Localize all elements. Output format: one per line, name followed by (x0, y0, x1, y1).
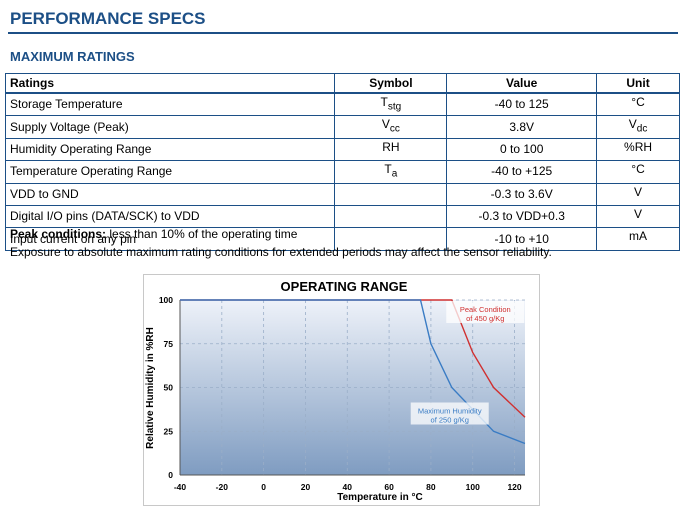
rating-value: 0 to 100 (446, 137, 598, 162)
table-row: Supply Voltage (Peak) Vcc 3.8V Vdc (4, 115, 680, 139)
rating-name: Digital I/O pins (DATA/SCK) to VDD (4, 204, 336, 229)
table-row: Digital I/O pins (DATA/SCK) to VDD -0.3 … (4, 204, 680, 229)
rating-value: -0.3 to VDD+0.3 (446, 204, 598, 229)
rating-value: -0.3 to 3.6V (446, 182, 598, 206)
title-divider (8, 32, 678, 34)
peak-conditions-note: Peak conditions: less than 10% of the op… (10, 227, 297, 241)
rating-unit: Vdc (596, 115, 680, 139)
x-tick-label: 40 (343, 482, 353, 492)
plot-area (180, 300, 525, 475)
rating-symbol (334, 182, 448, 206)
rating-value: -40 to 125 (446, 92, 598, 117)
table-row: Humidity Operating Range RH 0 to 100 %RH (4, 137, 680, 162)
y-tick-label: 100 (159, 295, 173, 305)
rating-symbol: RH (334, 137, 448, 162)
rating-symbol (334, 227, 448, 251)
rating-unit: °C (596, 92, 680, 117)
rating-value: -10 to +10 (446, 227, 598, 251)
y-tick-label: 0 (168, 470, 173, 480)
page-title: PERFORMANCE SPECS (10, 9, 206, 28)
x-axis-label: Temperature in °C (337, 492, 423, 503)
col-header-symbol: Symbol (334, 73, 448, 94)
col-header-value: Value (446, 73, 598, 94)
series-line-1 (180, 299, 526, 445)
operating-range-chart: OPERATING RANGE Peak Condition of 450 g/K… (143, 274, 540, 506)
rating-symbol (334, 204, 448, 229)
x-tick-label: 120 (507, 482, 521, 492)
x-tick-label: 80 (426, 482, 436, 492)
x-tick-label: -40 (174, 482, 187, 492)
rating-name: Storage Temperature (4, 92, 336, 117)
rating-unit: V (596, 204, 680, 229)
x-tick-label: 60 (384, 482, 394, 492)
x-tick-label: 0 (261, 482, 266, 492)
rating-symbol: Ta (334, 160, 448, 184)
series-label: of 250 g/Kg (431, 416, 469, 425)
col-header-ratings: Ratings (4, 73, 336, 94)
series-label: of 450 g/Kg (466, 314, 504, 323)
rating-unit: %RH (596, 137, 680, 162)
exposure-note: Exposure to absolute maximum rating cond… (10, 245, 552, 259)
series-label-bg (446, 301, 525, 323)
peak-conditions-text: less than 10% of the operating time (106, 227, 298, 241)
series-label-bg (410, 402, 489, 425)
rating-name: Temperature Operating Range (4, 160, 336, 184)
section-title: MAXIMUM RATINGS (10, 49, 135, 64)
rating-symbol: Tstg (334, 92, 448, 117)
table-row: Storage Temperature Tstg -40 to 125 °C (4, 92, 680, 117)
ratings-table: Ratings Symbol Value Unit Storage Temper… (4, 73, 680, 251)
y-tick-label: 75 (164, 339, 174, 349)
rating-name: Input current on any pin (4, 227, 336, 251)
rating-name: Humidity Operating Range (4, 137, 336, 162)
rating-value: -40 to +125 (446, 160, 598, 184)
rating-unit: V (596, 182, 680, 206)
rating-name: Supply Voltage (Peak) (4, 115, 336, 139)
rating-value: 3.8V (446, 115, 598, 139)
col-header-unit: Unit (596, 73, 680, 94)
y-tick-label: 25 (164, 426, 174, 436)
rating-unit: mA (596, 227, 680, 251)
y-tick-label: 50 (164, 383, 174, 393)
y-axis-label: Relative Humidity in %RH (145, 327, 156, 449)
peak-conditions-label: Peak conditions: (10, 227, 107, 241)
x-tick-label: -20 (216, 482, 229, 492)
rating-unit: °C (596, 160, 680, 184)
rating-name: VDD to GND (4, 182, 336, 206)
table-row: Input current on any pin -10 to +10 mA (4, 227, 680, 251)
series-label: Peak Condition (460, 305, 511, 314)
table-row: Temperature Operating Range Ta -40 to +1… (4, 160, 680, 184)
x-tick-label: 100 (466, 482, 480, 492)
rating-symbol: Vcc (334, 115, 448, 139)
x-tick-label: 20 (301, 482, 311, 492)
table-header-row: Ratings Symbol Value Unit (4, 73, 680, 94)
table-row: VDD to GND -0.3 to 3.6V V (4, 182, 680, 206)
series-label: Maximum Humidity (418, 407, 482, 416)
chart-title: OPERATING RANGE (281, 279, 408, 294)
